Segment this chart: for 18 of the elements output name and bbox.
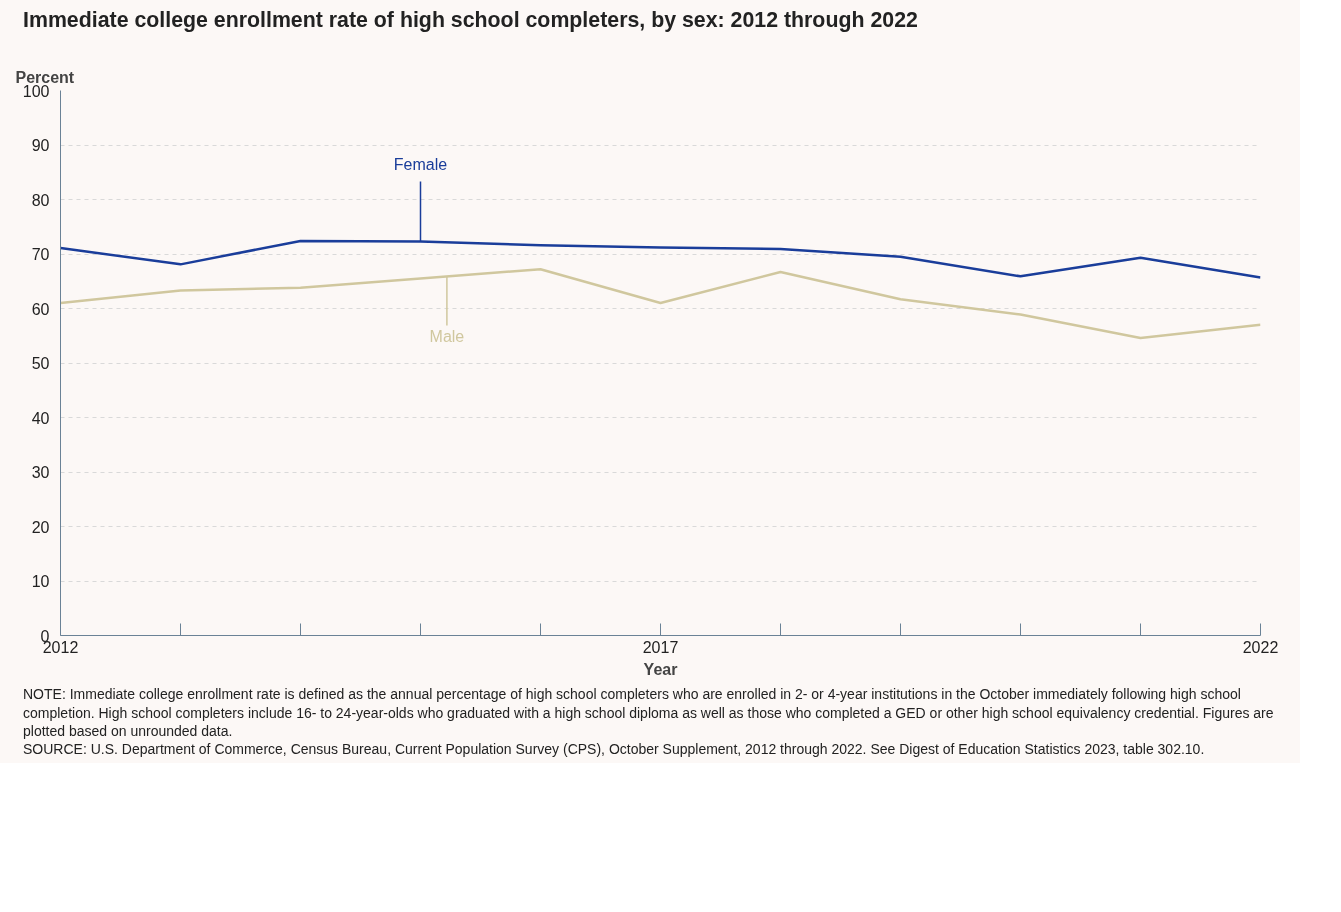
text: Female (393, 156, 448, 174)
y-tick-label: 70 (31, 246, 50, 264)
y-tick-label: 90 (31, 137, 50, 155)
y-tick-label: 20 (31, 518, 50, 536)
text: Male (429, 328, 465, 346)
y-tick-label: 60 (31, 300, 50, 318)
y-tick-label: 40 (31, 409, 50, 427)
source-note: SOURCE: U.S. Department of Commerce, Census Bureau, Current Population Survey (CPS), October Supplement, 2012 through 2022. See Digest of Education Statistics 2023, table 302.10. (23, 741, 1205, 758)
line-series (60, 268, 1261, 340)
y-tick-label: 80 (31, 191, 50, 209)
x-tick-label: 2022 (1242, 638, 1279, 656)
y-tick-label: 10 (31, 573, 50, 591)
y-tick-label: 50 (31, 355, 50, 373)
chart-title: Immediate college enrollment rate of high school completers, by sex: 2012 through 2022 (23, 7, 918, 34)
x-tick-label: 2017 (642, 638, 679, 656)
text: NOTE: Immediate college enrollment rate is defined as the annual percentage of high school completers who are enrolled in 2- or 4-year institutions in the October immediately following high school completion. High school completers include 16- to 24-year-olds who graduated with a high school diploma as well as those who completed a GED or other high school equivalency credential. Figures are plotted based on unrounded data. (23, 686, 1274, 739)
y-tick-label: 30 (31, 464, 50, 482)
x-axis-title: Year (643, 660, 678, 678)
